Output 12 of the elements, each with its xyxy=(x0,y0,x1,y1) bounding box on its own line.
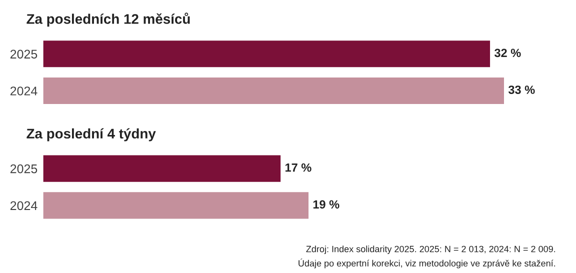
text: Údaje po expertní korekci, viz metodologie ve zprávě ke stažení. xyxy=(298,258,556,268)
text: Zdroj: Index solidarity 2025. 2025: N = 2 013, 2024: N = 2 009. xyxy=(306,246,556,254)
y-tick-label: 2024 xyxy=(10,201,38,210)
y-tick-label: 2025 xyxy=(10,50,38,59)
data-label: 17 % xyxy=(285,163,312,172)
chart-title: Za posledních 12 měsíců xyxy=(26,12,190,27)
chart-title: Za poslední 4 týdny xyxy=(26,128,156,142)
y-tick-label: 2025 xyxy=(10,164,38,174)
y-tick-label: 2024 xyxy=(10,86,38,96)
data-label: 32 % xyxy=(494,48,521,58)
data-label: 19 % xyxy=(313,200,340,209)
data-label: 33 % xyxy=(508,86,535,94)
